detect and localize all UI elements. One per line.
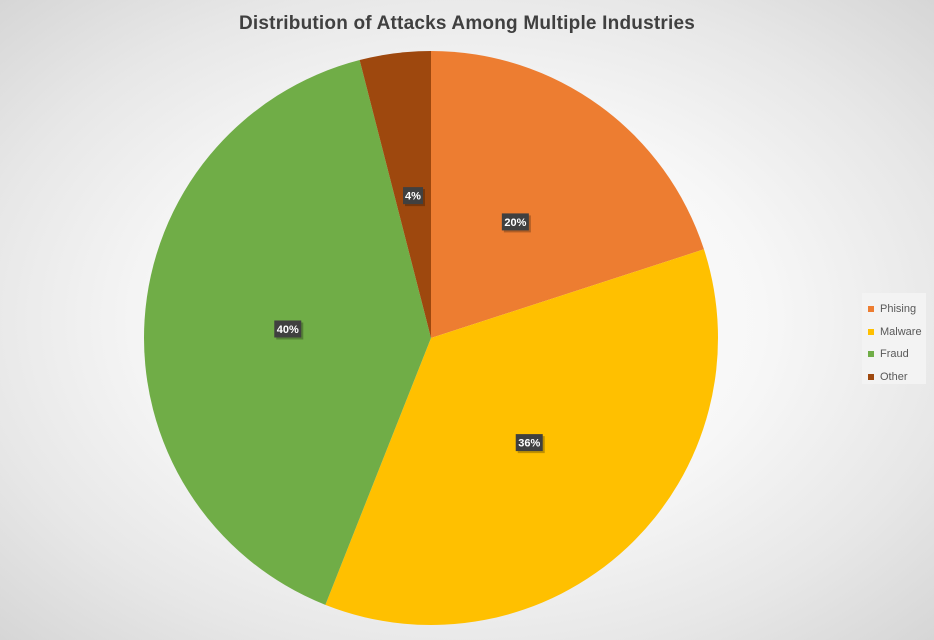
legend-swatch-phising xyxy=(868,306,874,313)
data-label-box xyxy=(515,434,543,452)
chart-legend: Phising Malware Fraud Other xyxy=(862,293,926,384)
pie-slice-other xyxy=(359,51,431,338)
data-label-box xyxy=(274,320,302,338)
data-label-malware: 36% xyxy=(515,434,545,454)
data-label-phising: 20% xyxy=(501,213,531,233)
legend-label-other: Other xyxy=(880,370,908,383)
legend-swatch-malware xyxy=(868,328,874,335)
legend-label-phising: Phising xyxy=(880,303,917,316)
legend-item-fraud: Fraud xyxy=(868,343,926,366)
data-label-box xyxy=(501,213,529,231)
legend-item-malware: Malware xyxy=(868,321,926,344)
legend-label-fraud: Fraud xyxy=(880,348,909,361)
legend-item-other: Other xyxy=(868,366,926,389)
data-label-fraud: 40% xyxy=(274,320,304,340)
data-label-other: 4% xyxy=(403,187,426,207)
chart-title: Distribution of Attacks Among Multiple I… xyxy=(239,13,695,34)
legend-item-phising: Phising xyxy=(868,298,926,321)
legend-swatch-fraud xyxy=(868,351,874,358)
pie-slices xyxy=(144,51,718,625)
pie-data-labels: 20% 36% 40% 4% xyxy=(274,187,545,454)
pie-slice-phising xyxy=(431,51,704,338)
legend-swatch-other xyxy=(868,373,874,380)
data-label-text: 20% xyxy=(504,217,526,229)
data-label-text: 36% xyxy=(518,438,540,450)
legend-label-malware: Malware xyxy=(880,325,922,338)
data-label-text: 4% xyxy=(405,191,421,203)
data-label-box xyxy=(403,187,424,205)
data-label-text: 40% xyxy=(277,324,299,336)
